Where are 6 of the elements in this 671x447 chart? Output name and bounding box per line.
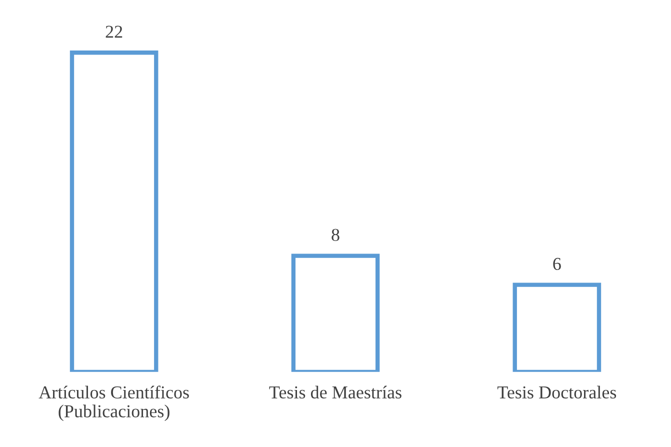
x-tick-label: Tesis Doctorales: [497, 386, 616, 398]
data-label: 6: [553, 258, 561, 270]
x-tick-label: Artículos Científicos (Publicaciones): [38, 386, 189, 422]
data-label: 8: [332, 228, 340, 242]
data-label: 22: [106, 26, 122, 38]
x-tick-label: Tesis de Maestrías: [269, 386, 402, 398]
